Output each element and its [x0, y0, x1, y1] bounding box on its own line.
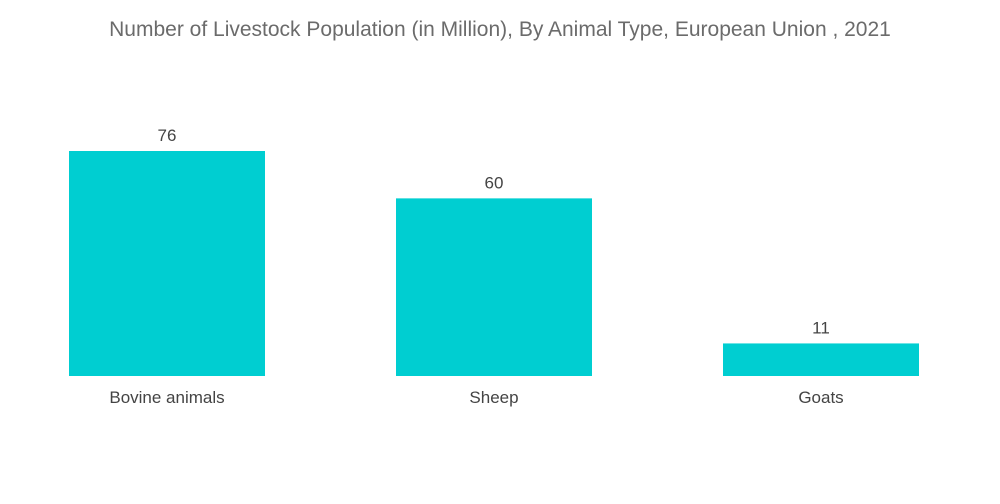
- data-labels-group: 76 60 11: [158, 126, 830, 337]
- chart-title: Number of Livestock Population (in Milli…: [109, 18, 891, 41]
- x-tick-label-bovine-animals: Bovine animals: [109, 388, 224, 407]
- data-label-sheep: 60: [485, 173, 504, 192]
- x-tick-label-sheep: Sheep: [469, 388, 518, 407]
- bar-bovine-animals: [69, 151, 265, 376]
- bar-goats: [723, 343, 919, 376]
- x-tick-labels-group: Bovine animals Sheep Goats: [109, 388, 843, 407]
- x-tick-label-goats: Goats: [798, 388, 843, 407]
- bars-group: [69, 151, 919, 376]
- data-label-bovine-animals: 76: [158, 126, 177, 145]
- bar-sheep: [396, 198, 592, 376]
- data-label-goats: 11: [812, 318, 830, 337]
